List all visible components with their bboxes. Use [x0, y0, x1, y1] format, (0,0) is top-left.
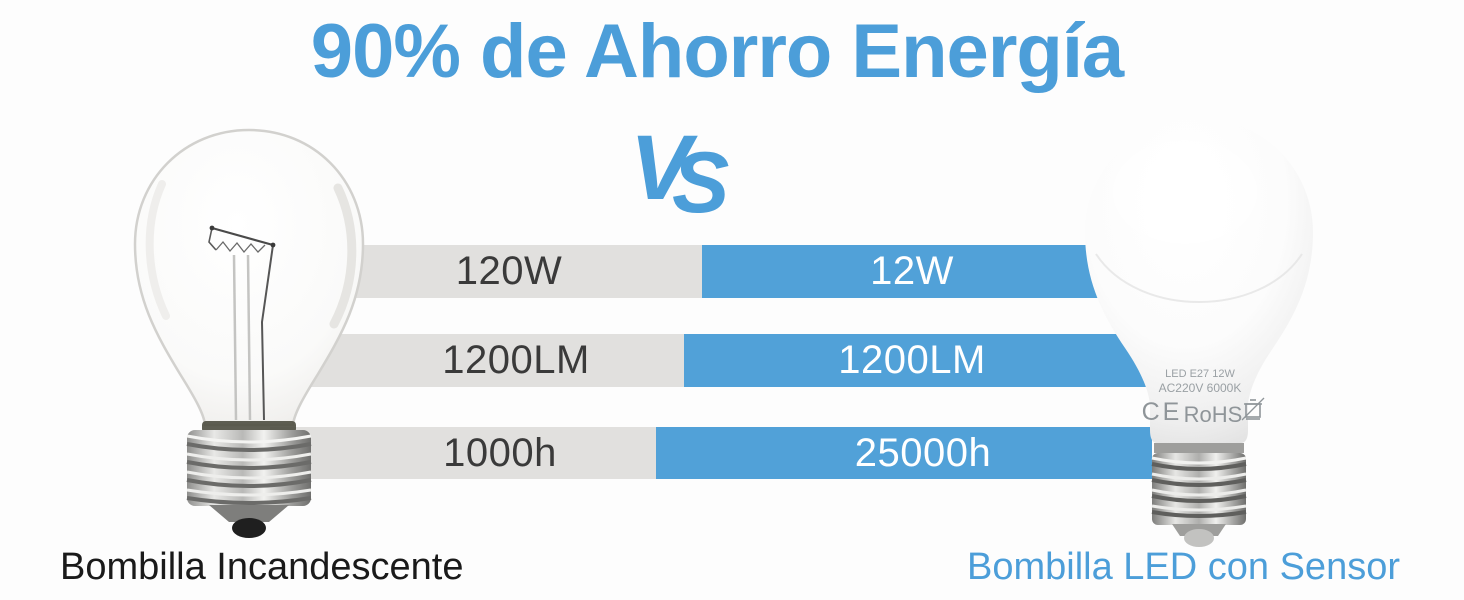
ce-mark: CE: [1142, 398, 1183, 426]
filament: [208, 225, 276, 421]
incandescent-lumens-cell: 1200LM: [270, 334, 684, 387]
incandescent-lifetime-value: 1000h: [443, 430, 557, 475]
printed-specs: LED E27 12W AC220V 6000K CE RoHS: [1142, 368, 1265, 427]
spec-row-lumens: 1200LM 1200LM: [270, 334, 1152, 387]
incandescent-lumens-value: 1200LM: [442, 338, 590, 382]
weee-bin-icon: [1241, 397, 1265, 421]
led-lifetime-value: 25000h: [854, 430, 992, 475]
led-power-cell: 12W: [702, 245, 1152, 298]
incandescent-lifetime-cell: 1000h: [270, 427, 656, 479]
vs-mark-s: S: [672, 135, 730, 231]
contact-tip: [232, 518, 266, 538]
spec-row-power: 120W 12W: [270, 245, 1152, 298]
rohs-text: RoHS: [1184, 402, 1243, 427]
led-lumens-cell: 1200LM: [684, 334, 1152, 387]
contact-tip: [1184, 529, 1214, 547]
led-bulb-image: LED E27 12W AC220V 6000K CE RoHS: [1085, 118, 1313, 547]
led-print-line2: AC220V 6000K: [1159, 381, 1242, 395]
screw-base: [1151, 443, 1247, 547]
led-lumens-value: 1200LM: [838, 338, 986, 382]
led-lifetime-cell: 25000h: [656, 427, 1152, 479]
incandescent-bulb-image: [133, 128, 365, 538]
incandescent-power-value: 120W: [455, 249, 563, 293]
led-caption: Bombilla LED con Sensor: [967, 546, 1400, 588]
led-power-value: 12W: [870, 249, 954, 293]
page-title: 90% de Ahorro Energía: [310, 9, 1124, 94]
screw-base: [186, 430, 312, 538]
led-print-line1: LED E27 12W: [1165, 368, 1235, 380]
spec-row-lifetime: 1000h 25000h: [270, 427, 1152, 479]
vs-mark-v: V: [630, 117, 692, 219]
incandescent-caption: Bombilla Incandescente: [60, 546, 464, 588]
